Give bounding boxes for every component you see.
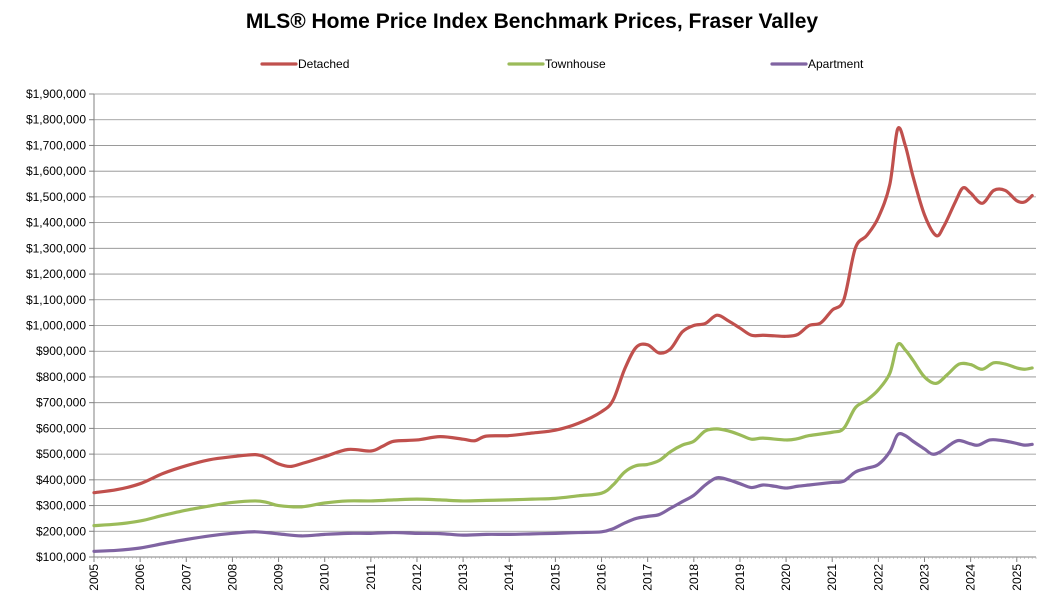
x-tick-label: 2014 bbox=[502, 564, 516, 591]
y-tick-label: $400,000 bbox=[36, 473, 86, 487]
x-tick-label: 2009 bbox=[272, 564, 286, 591]
y-tick-label: $1,000,000 bbox=[26, 319, 86, 333]
series-line-detached bbox=[92, 126, 1034, 495]
x-tick-label: 2006 bbox=[133, 564, 147, 591]
series-line-townhouse bbox=[92, 342, 1034, 528]
x-tick-label: 2015 bbox=[548, 564, 562, 591]
y-tick-label: $1,700,000 bbox=[26, 138, 86, 152]
chart-title: MLS® Home Price Index Benchmark Prices, … bbox=[245, 10, 819, 33]
x-tick-label: 2013 bbox=[456, 564, 470, 591]
x-tick-label: 2025 bbox=[1010, 564, 1024, 591]
grid-lines bbox=[94, 93, 1036, 532]
x-tick-label: 2011 bbox=[364, 564, 378, 590]
legend-label-apartment: Apartment bbox=[808, 57, 864, 71]
y-tick-label: $300,000 bbox=[36, 499, 86, 513]
y-tick-label: $1,900,000 bbox=[26, 87, 86, 101]
x-tick-label: 2024 bbox=[964, 564, 978, 591]
x-tick-label: 2019 bbox=[733, 564, 747, 591]
y-tick-label: $900,000 bbox=[36, 344, 86, 358]
x-tick-label: 2020 bbox=[779, 564, 793, 591]
x-tick-label: 2017 bbox=[641, 564, 655, 591]
x-tick-label: 2022 bbox=[871, 564, 885, 591]
y-tick-label: $1,300,000 bbox=[26, 241, 86, 255]
y-tick-label: $600,000 bbox=[36, 421, 86, 435]
x-tick-label: 2012 bbox=[410, 564, 424, 591]
y-tick-label: $700,000 bbox=[36, 396, 86, 410]
y-tick-label: $500,000 bbox=[36, 447, 86, 461]
y-tick-label: $1,500,000 bbox=[26, 190, 86, 204]
x-tick-label: 2008 bbox=[225, 564, 239, 591]
x-tick-label: 2021 bbox=[825, 564, 839, 591]
y-tick-label: $1,400,000 bbox=[26, 216, 86, 230]
x-tick-label: 2016 bbox=[595, 564, 609, 591]
legend: Detached Townhouse Apartment bbox=[260, 57, 864, 71]
y-tick-label: $200,000 bbox=[36, 524, 86, 538]
y-tick-label: $1,100,000 bbox=[26, 293, 86, 307]
y-tick-label: $800,000 bbox=[36, 370, 86, 384]
series-lines bbox=[92, 126, 1034, 553]
y-tick-label: $1,600,000 bbox=[26, 164, 86, 178]
series-line-apartment bbox=[92, 432, 1034, 553]
x-tick-label: 2007 bbox=[179, 564, 193, 591]
y-tick-label: $100,000 bbox=[36, 550, 86, 564]
x-tick-label: 2018 bbox=[687, 564, 701, 591]
y-tick-label: $1,800,000 bbox=[26, 113, 86, 127]
legend-label-townhouse: Townhouse bbox=[545, 57, 606, 71]
x-tick-label: 2005 bbox=[87, 564, 101, 591]
legend-label-detached: Detached bbox=[298, 57, 349, 71]
axes: $100,000 $200,000 $300,000 $400,000 $500,000… bbox=[26, 87, 1037, 591]
x-tick-label: 2023 bbox=[917, 564, 931, 591]
x-tick-label: 2010 bbox=[318, 564, 332, 591]
y-tick-label: $1,200,000 bbox=[26, 267, 86, 281]
